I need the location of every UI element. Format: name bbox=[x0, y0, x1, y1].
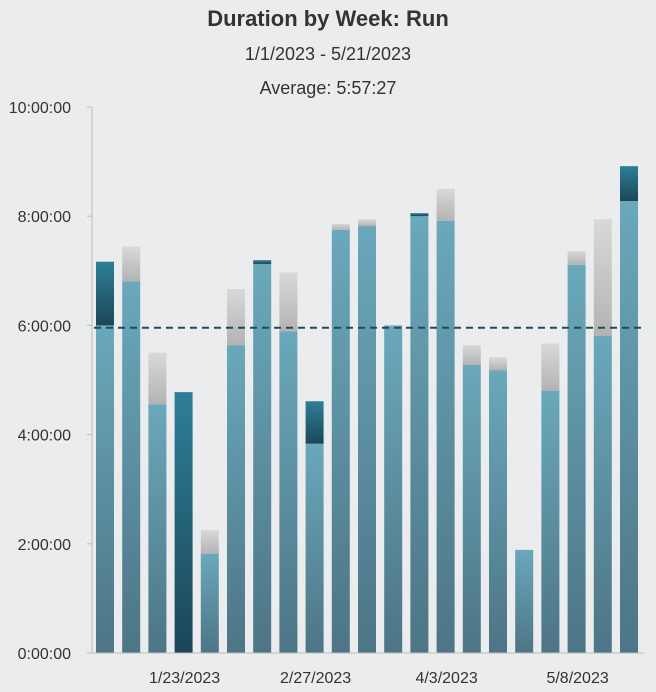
bar-week-1 bbox=[96, 261, 114, 653]
chart-average-label: Average: 5:57:27 bbox=[259, 78, 397, 98]
bar-gain-cap bbox=[620, 166, 638, 202]
y-tick-label: 6:00:00 bbox=[18, 318, 71, 335]
bar-loss-cap bbox=[489, 357, 507, 371]
bar-base bbox=[489, 370, 507, 653]
bar-gain-cap bbox=[174, 392, 193, 653]
bar-week-6 bbox=[227, 289, 245, 653]
bar-base bbox=[200, 553, 219, 653]
x-tick-label: 2/27/2023 bbox=[280, 670, 351, 687]
bar-base bbox=[567, 264, 586, 653]
bar-base bbox=[279, 331, 298, 653]
bar-week-11 bbox=[358, 219, 376, 653]
bar-base bbox=[620, 201, 638, 654]
bar-loss-cap bbox=[436, 188, 455, 221]
bar-loss-cap bbox=[148, 352, 167, 405]
bar-loss-cap bbox=[462, 345, 481, 365]
bar-base bbox=[96, 325, 114, 653]
bar-week-20 bbox=[593, 219, 612, 653]
bar-loss-cap bbox=[567, 251, 586, 265]
bar-loss-cap bbox=[593, 219, 612, 337]
chart-date-range: 1/1/2023 - 5/21/2023 bbox=[244, 44, 412, 64]
bar-loss-cap bbox=[227, 289, 245, 346]
y-tick-label: 0:00:00 bbox=[18, 646, 71, 663]
bar-base bbox=[515, 549, 534, 653]
labels-layer: 0:00:00 2:00:00 4:00:00 6:00:00 8:00:00 10:00… bbox=[9, 100, 609, 687]
bar-base bbox=[331, 229, 350, 653]
bar-gain-cap bbox=[410, 213, 429, 217]
bar-loss-cap bbox=[541, 343, 560, 391]
bar-base bbox=[384, 325, 403, 653]
bar-base bbox=[358, 226, 376, 653]
bar-loss-cap bbox=[358, 219, 376, 227]
bar-loss-cap bbox=[200, 530, 219, 554]
bar-week-10 bbox=[331, 223, 350, 653]
x-tick-label: 4/3/2023 bbox=[415, 670, 477, 687]
bar-week-15 bbox=[462, 345, 481, 653]
bar-loss-cap bbox=[279, 272, 298, 332]
bar-base bbox=[462, 364, 481, 653]
bar-base bbox=[593, 336, 612, 653]
bar-week-4 bbox=[174, 392, 193, 653]
bar-week-14 bbox=[436, 188, 455, 653]
y-tick-label: 8:00:00 bbox=[18, 209, 71, 226]
bar-base bbox=[148, 404, 167, 653]
bar-week-21 bbox=[620, 166, 638, 654]
bar-week-2 bbox=[122, 246, 141, 653]
y-tick-label: 10:00:00 bbox=[9, 100, 71, 117]
bar-week-5 bbox=[200, 530, 219, 653]
axis-layer bbox=[87, 106, 644, 654]
bar-gain-cap bbox=[253, 260, 272, 264]
y-tick-label: 2:00:00 bbox=[18, 537, 71, 554]
y-tick-label: 4:00:00 bbox=[18, 428, 71, 445]
bar-week-7 bbox=[253, 260, 272, 653]
x-tick-label: 5/8/2023 bbox=[546, 670, 608, 687]
bar-week-13 bbox=[410, 213, 429, 653]
bar-week-3 bbox=[148, 352, 167, 653]
bar-gain-cap bbox=[96, 261, 114, 326]
bar-base bbox=[436, 220, 455, 653]
bar-week-8 bbox=[279, 272, 298, 653]
x-tick-label: 1/23/2023 bbox=[149, 670, 220, 687]
bar-week-9 bbox=[305, 401, 324, 653]
bar-week-12 bbox=[384, 325, 403, 653]
bar-base bbox=[541, 390, 560, 653]
bar-week-17 bbox=[515, 549, 534, 653]
bar-week-19 bbox=[567, 251, 586, 653]
chart-title: Duration by Week: Run bbox=[207, 6, 449, 31]
bar-loss-cap bbox=[122, 246, 141, 282]
bar-week-16 bbox=[489, 357, 507, 653]
bar-base bbox=[122, 281, 141, 653]
bar-base bbox=[253, 263, 272, 653]
bar-loss-cap bbox=[331, 223, 350, 230]
bar-base bbox=[305, 443, 324, 653]
bar-base bbox=[410, 216, 429, 653]
bar-base bbox=[227, 345, 245, 653]
bar-week-18 bbox=[541, 343, 560, 653]
bar-gain-cap bbox=[305, 401, 324, 444]
bars-layer bbox=[96, 166, 638, 654]
